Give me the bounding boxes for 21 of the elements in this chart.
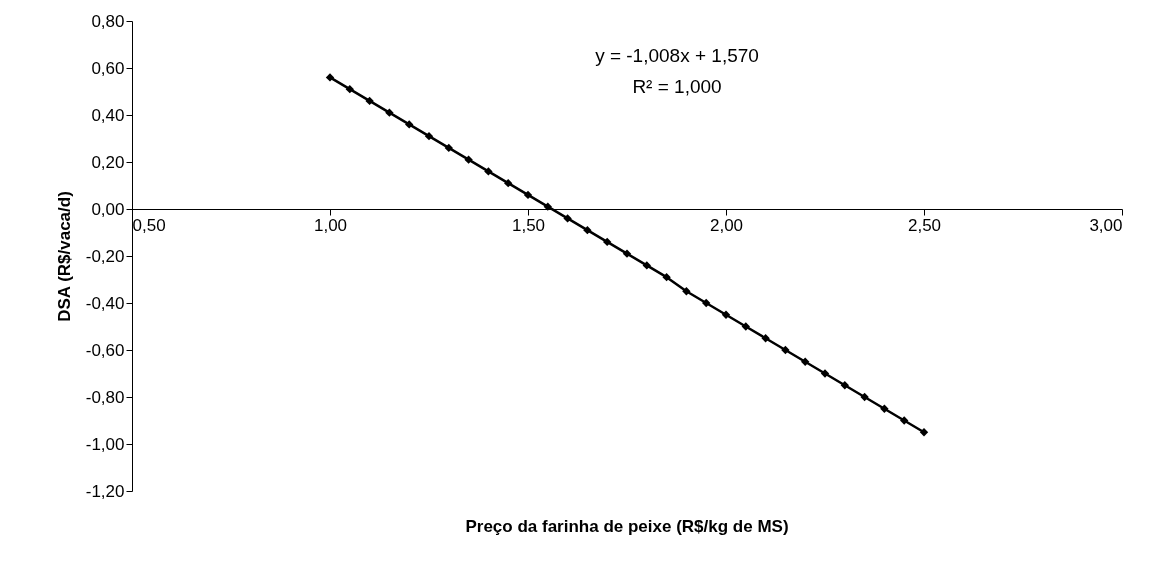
annotation: R² = 1,000	[632, 76, 722, 97]
y-tick-label: -0,20	[85, 246, 125, 266]
x-axis-title: Preço da farinha de peixe (R$/kg de MS)	[465, 517, 789, 536]
y-tick-label: 0,80	[91, 11, 125, 31]
x-tick-label: 2,50	[907, 215, 942, 235]
y-tick-label: -1,20	[85, 481, 125, 501]
annotation: y = -1,008x + 1,570	[595, 45, 759, 66]
x-tick-label: 1,00	[313, 215, 348, 235]
x-tick-label: 2,00	[709, 215, 744, 235]
y-tick-label: -1,00	[85, 434, 125, 454]
y-tick-label: -0,80	[85, 387, 125, 407]
y-axis-title: DSA (R$/vaca/d)	[54, 191, 74, 322]
x-tick-label: 0,50	[132, 215, 166, 235]
y-tick-label: 0,20	[91, 152, 125, 172]
y-tick-label: -0,60	[85, 340, 125, 360]
x-tick-label: 1,50	[511, 215, 546, 235]
y-tick-label: -0,40	[85, 293, 125, 313]
x-tick-label: 3,00	[1089, 215, 1123, 235]
y-tick-label: 0,60	[91, 58, 125, 78]
y-tick-label: 0,40	[91, 105, 125, 125]
y-tick-label: 0,00	[91, 199, 125, 219]
